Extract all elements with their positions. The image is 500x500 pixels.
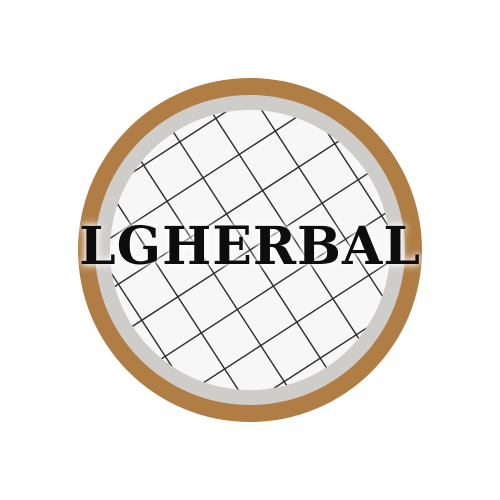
brand-name: LGHERBAL <box>79 216 421 277</box>
grid-line <box>81 140 419 360</box>
